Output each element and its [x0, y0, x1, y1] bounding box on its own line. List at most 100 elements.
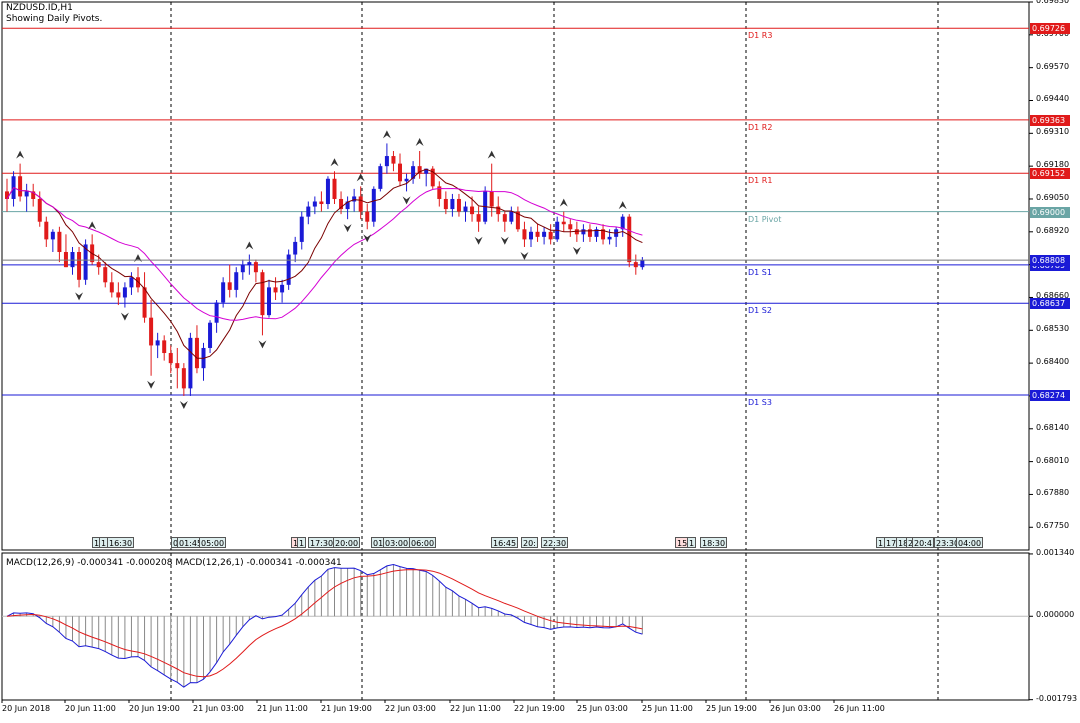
fractal-up-marker: [356, 173, 365, 182]
news-event-marker: 20:4: [912, 537, 934, 548]
candle-body: [529, 231, 533, 240]
candle-body: [502, 214, 507, 222]
pivot-price-tag: 0.69363: [1030, 114, 1070, 126]
time-axis-label: 25 Jun 19:00: [706, 704, 757, 713]
candle-body: [57, 231, 62, 253]
candle-body: [273, 287, 278, 293]
candle-body: [456, 198, 461, 212]
news-event-marker: 18:30: [700, 537, 728, 548]
candle-body: [404, 178, 409, 182]
candle-body: [489, 191, 494, 207]
price-tick-label: 0.69050: [1036, 192, 1070, 202]
candle-body: [70, 252, 75, 268]
candle-body: [450, 198, 455, 210]
candle-body: [260, 272, 265, 316]
time-axis-label: 26 Jun 11:00: [834, 704, 885, 713]
candle-body: [286, 254, 291, 285]
candle-body: [96, 262, 101, 268]
candle-body: [280, 284, 285, 293]
candle-body: [194, 337, 199, 369]
candle-body: [129, 277, 134, 288]
candle-body: [83, 244, 88, 280]
candle-body: [37, 198, 42, 222]
candle-body: [581, 229, 586, 235]
candle-body: [312, 201, 317, 207]
candle-body: [515, 211, 520, 230]
candle-body: [188, 337, 193, 389]
price-pane-frame: [1, 1, 1030, 551]
candle-body: [443, 198, 448, 210]
fractal-up-marker: [382, 130, 391, 139]
time-axis-label: 26 Jun 03:00: [770, 704, 821, 713]
candle-body: [103, 267, 108, 283]
pivot-label: D1 R3: [748, 31, 773, 41]
candle-body: [378, 166, 383, 189]
candle-body: [430, 168, 435, 187]
pivot-label: D1 S3: [748, 397, 772, 407]
candle-body: [561, 221, 566, 225]
time-axis-label: 22 Jun 03:00: [385, 704, 436, 713]
candle-body: [594, 229, 599, 237]
pivot-label: D1 R1: [748, 176, 773, 186]
candle-body: [319, 201, 324, 205]
candle-body: [253, 262, 258, 273]
fractal-down-marker: [343, 224, 352, 233]
pivot-label: D1 S2: [748, 306, 772, 316]
moving-average-fast: [6, 168, 643, 359]
price-tick-label: 0.68010: [1036, 455, 1070, 465]
candle-body: [476, 214, 481, 222]
news-event-marker: 04:00: [956, 537, 984, 548]
candle-body: [633, 262, 638, 268]
fractal-down-marker: [572, 246, 581, 255]
candle-body: [149, 317, 154, 346]
time-axis-label: 20 Jun 11:00: [65, 704, 116, 713]
pivot-label: D1 S1: [748, 267, 772, 277]
time-axis-label: 20 Jun 19:00: [129, 704, 180, 713]
news-event-marker: 05:00: [199, 537, 227, 548]
fractal-up-marker: [415, 137, 424, 146]
pivot-label: D1 Pivot: [748, 214, 782, 224]
candle-body: [240, 264, 245, 273]
fractal-down-marker: [258, 340, 267, 349]
candle-body: [365, 211, 370, 222]
fractal-up-marker: [16, 150, 25, 159]
candle-body: [411, 166, 416, 179]
candle-body: [587, 229, 592, 237]
fractal-up-marker: [245, 241, 254, 250]
fractal-up-marker: [559, 198, 568, 207]
candle-body: [325, 178, 330, 205]
macd-pane-frame: [1, 552, 1030, 701]
price-tick-label: 0.69180: [1036, 160, 1070, 170]
candle-body: [247, 262, 252, 265]
candle-body: [358, 196, 363, 212]
candle-body: [542, 231, 547, 237]
candle-body: [175, 363, 180, 369]
time-axis-label: 22 Jun 19:00: [514, 704, 565, 713]
fractal-down-marker: [402, 196, 411, 205]
symbol-title: NZDUSD.ID,H1: [6, 3, 73, 13]
price-tick-label: 0.67880: [1036, 488, 1070, 498]
price-tick-label: 0.69440: [1036, 94, 1070, 104]
chart-subtitle: Showing Daily Pivots.: [6, 14, 103, 24]
macd-line: [6, 563, 643, 688]
candle-body: [417, 166, 422, 174]
news-event-marker: 20:00: [333, 537, 361, 548]
candle-body: [155, 340, 160, 346]
candle-body: [601, 229, 606, 240]
candle-body: [162, 340, 167, 354]
fractal-up-marker: [330, 158, 339, 167]
candle-body: [142, 287, 147, 318]
candle-body: [109, 282, 114, 293]
macd-tick-label: -0.001793: [1036, 693, 1078, 703]
fractal-up-marker: [618, 201, 627, 210]
news-event-marker: 1: [687, 537, 697, 548]
candle-body: [63, 252, 68, 268]
candle-body: [50, 231, 55, 240]
candle-body: [293, 241, 298, 255]
candle-body: [77, 252, 82, 280]
time-axis-label: 20 Jun 2018: [2, 704, 51, 713]
macd-label: MACD(12,26,9) -0.000341 -0.000208 MACD(1…: [6, 558, 342, 568]
candle-body: [352, 196, 357, 202]
